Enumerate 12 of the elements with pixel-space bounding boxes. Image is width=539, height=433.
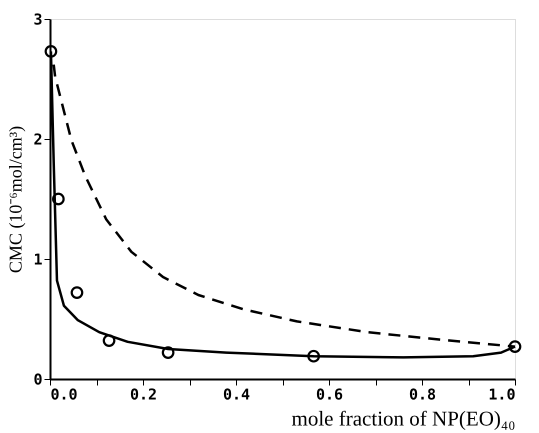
- x-axis-title: mole fraction of NP(EO)₄₀: [292, 406, 516, 430]
- x-tick-label: 0.2: [130, 386, 158, 404]
- x-tick-label: 0.8: [408, 386, 436, 404]
- x-tick-label: 0.0: [50, 386, 78, 404]
- x-tick-label: 0.4: [222, 386, 250, 404]
- x-tick-label: 1.0: [488, 386, 516, 404]
- y-tick-label: 3: [33, 10, 42, 28]
- y-axis-title: CMC (10⁻⁶mol/cm³): [5, 126, 26, 274]
- x-tick-label: 0.6: [316, 386, 344, 404]
- y-tick-label: 1: [33, 250, 42, 268]
- y-tick-label: 2: [33, 130, 42, 148]
- y-tick-label: 0: [33, 370, 42, 388]
